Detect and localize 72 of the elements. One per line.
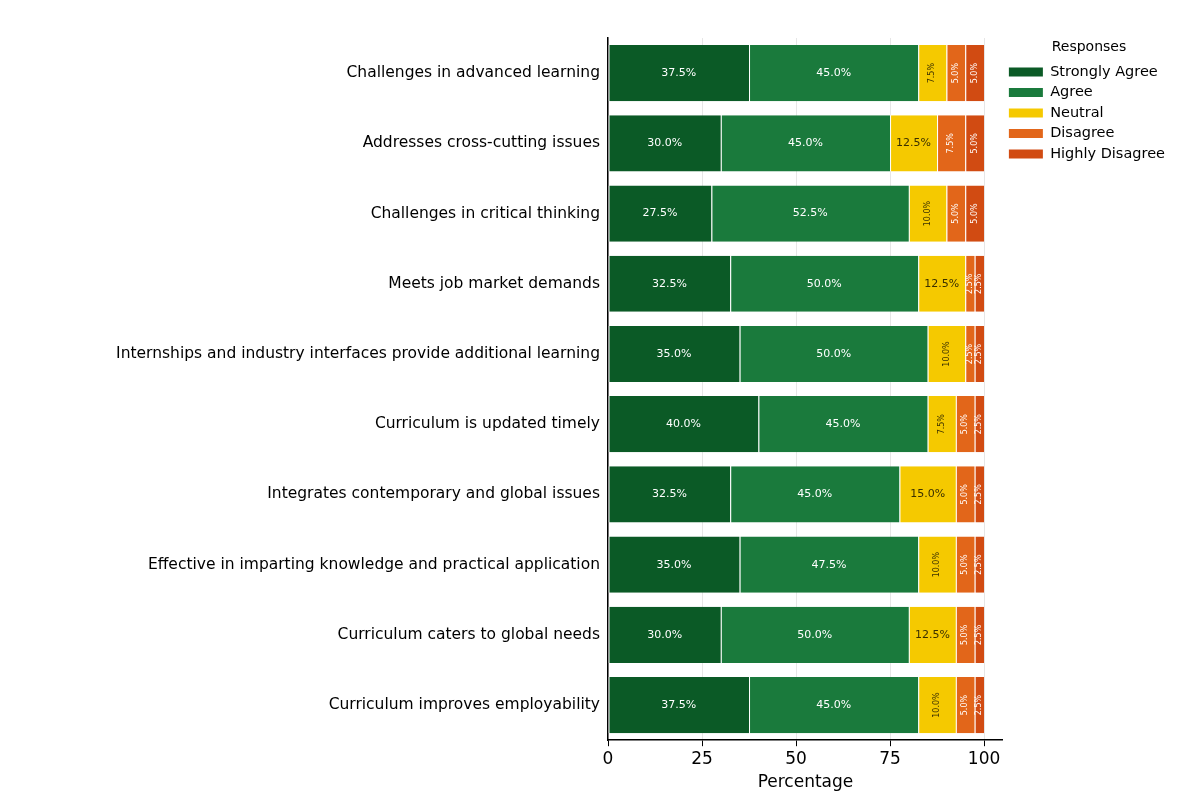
data-label: 35.0% xyxy=(656,557,692,571)
data-label: 2.5% xyxy=(974,273,984,294)
y-tick-label: Curriculum is updated timely xyxy=(374,414,600,433)
data-label: 5.0% xyxy=(960,413,970,435)
x-tick-label: 25 xyxy=(691,747,713,768)
data-label: 50.0% xyxy=(816,346,852,360)
data-label: 5.0% xyxy=(969,132,979,154)
data-label: 45.0% xyxy=(825,417,861,431)
data-label: 2.5% xyxy=(974,483,984,505)
data-label: 30.0% xyxy=(647,136,683,150)
data-label: 12.5% xyxy=(924,276,960,290)
data-label: 5.0% xyxy=(960,483,970,505)
legend-label: Agree xyxy=(1050,83,1093,100)
y-tick-label: Challenges in advanced learning xyxy=(346,63,600,82)
data-label: 37.5% xyxy=(661,697,697,711)
data-label: 2.5% xyxy=(974,343,984,365)
data-label: 45.0% xyxy=(787,136,823,150)
data-label: 2.5% xyxy=(974,624,984,646)
data-label: 37.5% xyxy=(661,65,697,79)
legend-label: Disagree xyxy=(1050,124,1115,141)
x-axis-title: Percentage xyxy=(757,771,854,792)
data-label: 2.5% xyxy=(965,273,975,294)
y-tick-label: Effective in imparting knowledge and practical application xyxy=(147,554,600,573)
data-label: 32.5% xyxy=(651,487,687,501)
data-label: 45.0% xyxy=(816,697,852,711)
data-label: 5.0% xyxy=(960,624,970,646)
legend-label: Highly Disagree xyxy=(1050,144,1166,161)
data-label: 47.5% xyxy=(811,557,847,571)
data-label: 45.0% xyxy=(797,487,833,501)
data-label: 7.5% xyxy=(927,62,937,84)
data-label: 50.0% xyxy=(806,276,842,290)
x-tick-label: 0 xyxy=(602,747,614,768)
y-tick-label: Curriculum caters to global needs xyxy=(337,624,600,643)
data-label: 5.0% xyxy=(950,62,960,84)
data-label: 50.0% xyxy=(797,627,833,641)
data-label: 10.0% xyxy=(932,551,942,578)
data-label: 10.0% xyxy=(941,340,951,367)
data-label: 5.0% xyxy=(960,694,970,716)
data-label: 40.0% xyxy=(665,417,701,431)
legend-title: Responses xyxy=(1051,37,1127,54)
data-label: 5.0% xyxy=(950,202,960,224)
data-label: 10.0% xyxy=(932,691,942,718)
data-label: 7.5% xyxy=(936,413,946,435)
data-label: 5.0% xyxy=(969,202,979,224)
x-tick-label: 75 xyxy=(879,747,901,768)
data-label: 10.0% xyxy=(922,200,932,227)
data-label: 2.5% xyxy=(974,554,984,575)
y-tick-label: Addresses cross-cutting issues xyxy=(362,133,600,152)
y-tick-label: Challenges in critical thinking xyxy=(370,203,600,222)
y-tick-label: Meets job market demands xyxy=(388,273,600,292)
data-label: 7.5% xyxy=(946,132,956,154)
data-label: 2.5% xyxy=(974,694,984,716)
data-label: 12.5% xyxy=(896,136,932,150)
legend-label: Strongly Agree xyxy=(1050,62,1158,79)
y-tick-label: Internships and industry interfaces provide additional learning xyxy=(116,344,600,363)
data-label: 15.0% xyxy=(910,487,946,501)
data-label: 30.0% xyxy=(647,627,683,641)
x-tick-label: 100 xyxy=(967,747,1001,768)
legend-label: Neutral xyxy=(1050,103,1104,120)
x-tick-label: 50 xyxy=(785,747,807,768)
data-label: 12.5% xyxy=(914,627,950,641)
data-label: 27.5% xyxy=(642,206,678,220)
data-label: 45.0% xyxy=(816,65,852,79)
data-label: 52.5% xyxy=(792,206,828,220)
y-tick-label: Curriculum improves employability xyxy=(328,695,600,714)
data-label: 5.0% xyxy=(969,62,979,84)
data-label: 5.0% xyxy=(960,554,970,575)
data-label: 2.5% xyxy=(965,343,975,365)
data-label: 32.5% xyxy=(651,276,687,290)
data-label: 2.5% xyxy=(974,413,984,435)
data-label: 35.0% xyxy=(656,346,692,360)
y-tick-label: Integrates contemporary and global issues xyxy=(267,484,600,503)
